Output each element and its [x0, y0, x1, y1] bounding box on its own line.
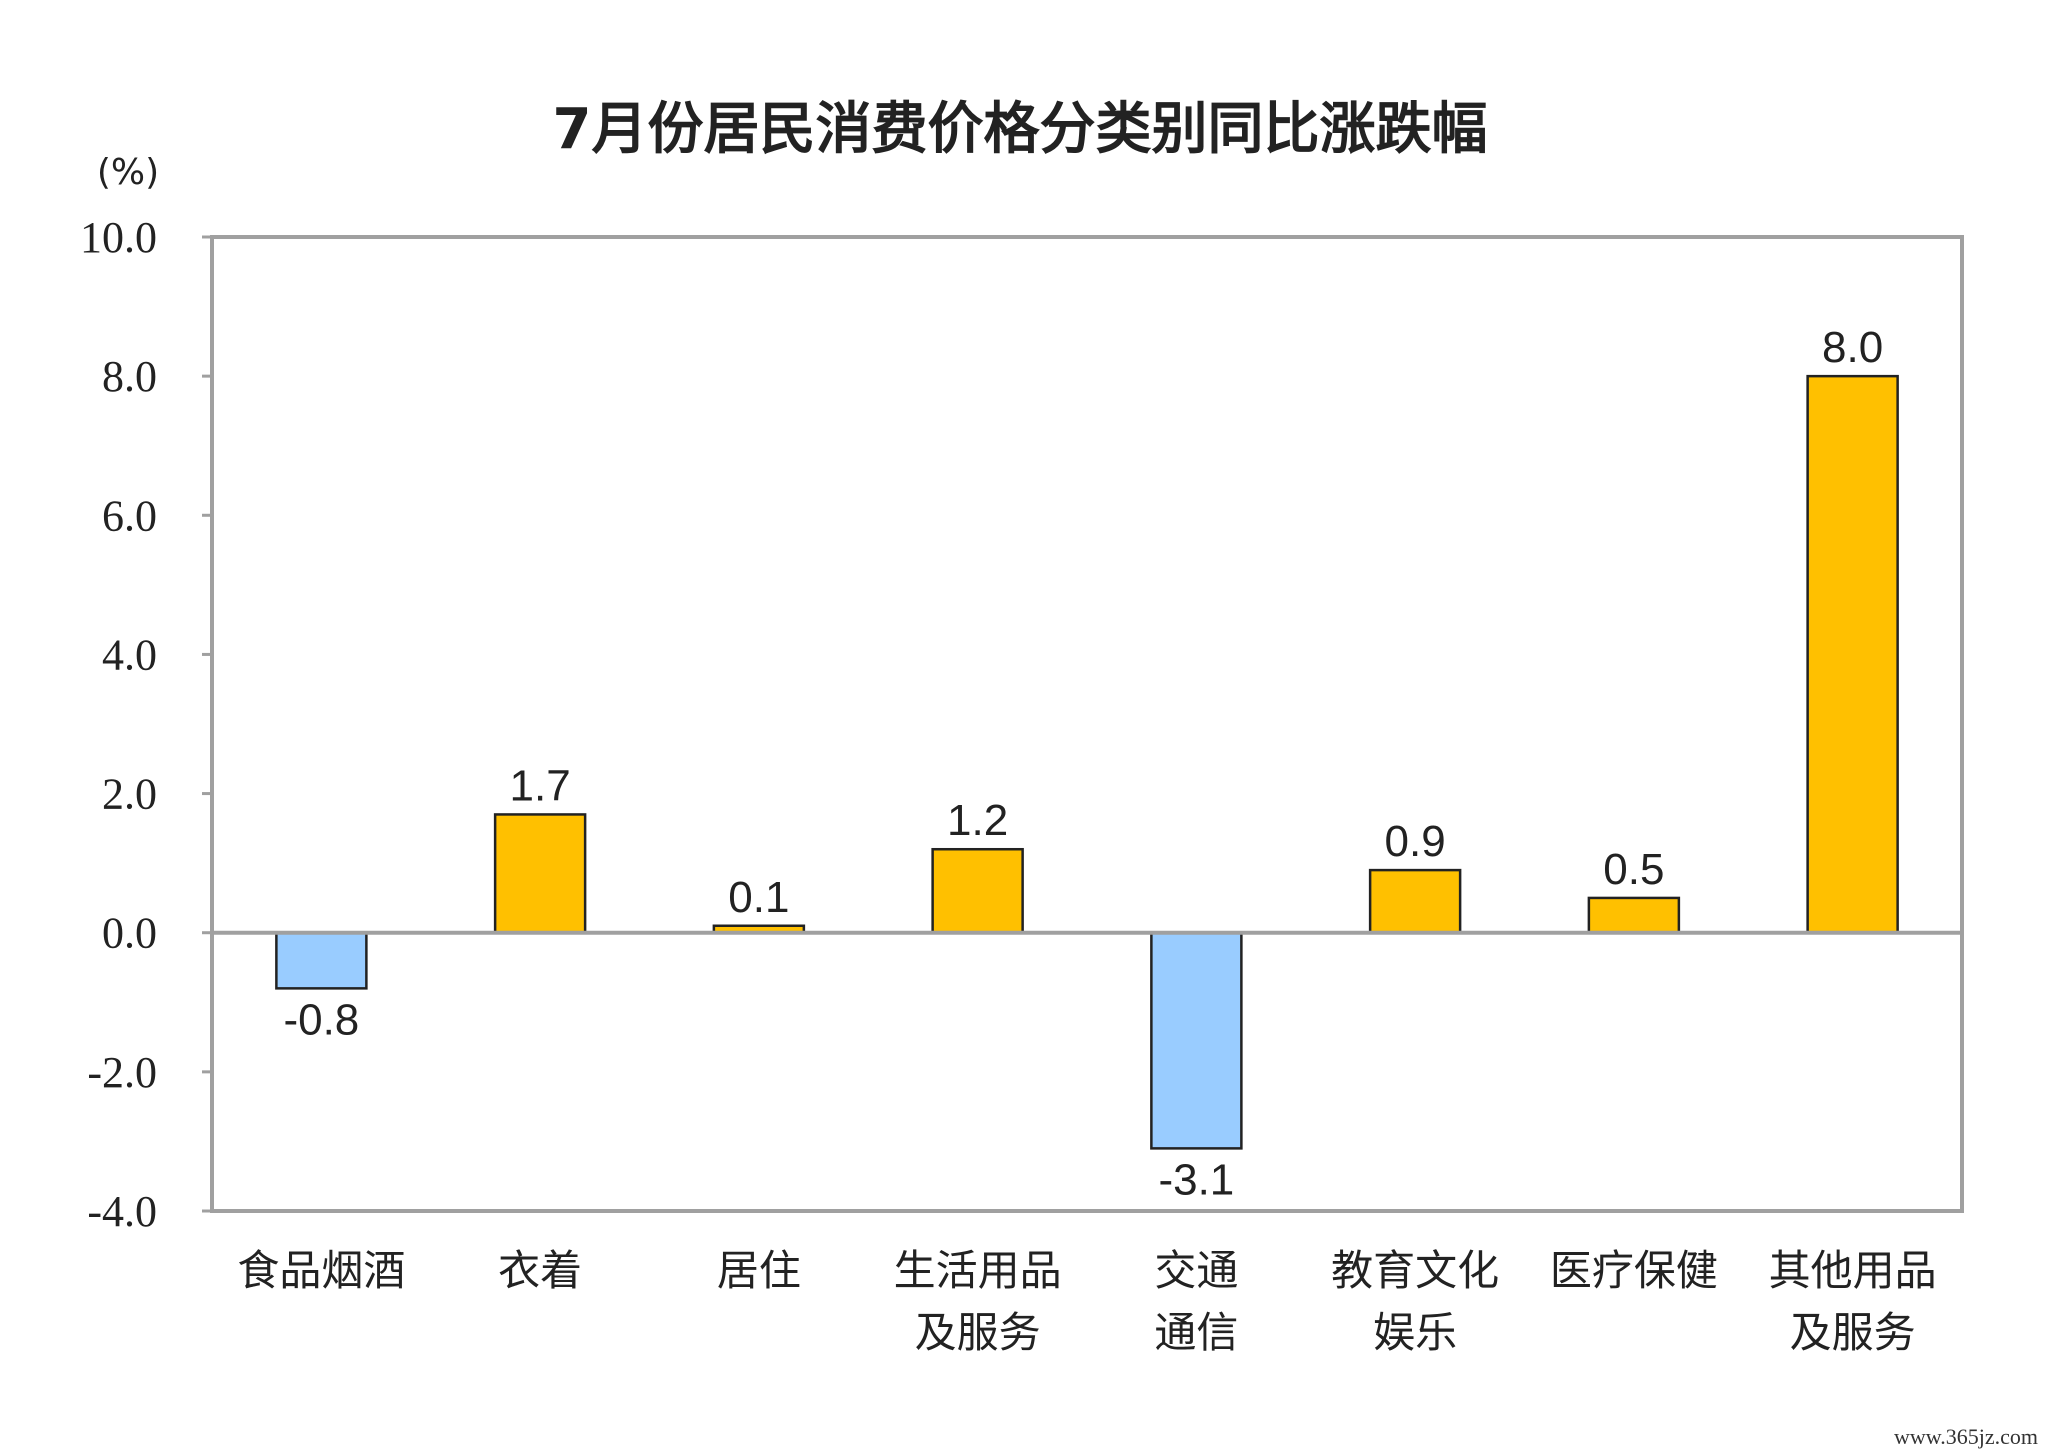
data-label: 0.1 — [728, 873, 789, 922]
category-label: 通信 — [1154, 1308, 1238, 1357]
data-label: 0.9 — [1385, 817, 1446, 866]
y-tick-label: 2.0 — [102, 770, 157, 819]
plot-frame — [210, 235, 1964, 1213]
data-label: -0.8 — [283, 995, 359, 1044]
data-label: -3.1 — [1158, 1155, 1234, 1204]
bars — [275, 374, 1899, 1150]
y-tick-label: -2.0 — [87, 1048, 157, 1097]
y-tick-label: 0.0 — [102, 909, 157, 958]
data-label: 0.5 — [1603, 845, 1664, 894]
category-label: 及服务 — [915, 1308, 1041, 1357]
data-label: 1.2 — [947, 796, 1008, 845]
bar — [1806, 374, 1899, 934]
value-labels: -0.8 1.7 0.1 1.2 -3.1 0.9 0.5 8.0 — [283, 323, 1883, 1204]
category-label: 医疗保健 — [1550, 1246, 1718, 1295]
bar — [931, 847, 1024, 934]
category-label: 衣着 — [498, 1246, 582, 1295]
watermark: www.365jz.com — [1894, 1424, 2038, 1449]
y-tick-label: -4.0 — [87, 1187, 157, 1236]
category-label: 及服务 — [1790, 1308, 1916, 1357]
category-label: 教育文化 — [1331, 1246, 1499, 1295]
bar — [275, 931, 368, 990]
bar — [1368, 868, 1462, 934]
y-axis-ticks: 10.0 8.0 6.0 4.0 2.0 0.0 -2.0 -4.0 — [80, 213, 212, 1236]
y-tick-label: 10.0 — [80, 213, 157, 262]
category-label: 娱乐 — [1373, 1308, 1457, 1357]
category-label: 食品烟酒 — [237, 1246, 405, 1295]
bar — [493, 813, 587, 934]
category-label: 生活用品 — [894, 1246, 1062, 1295]
y-axis-unit: (%) — [97, 152, 159, 193]
data-label: 1.7 — [510, 761, 571, 810]
category-label: 交通 — [1154, 1246, 1238, 1295]
category-label: 居住 — [717, 1246, 801, 1295]
y-tick-label: 6.0 — [102, 491, 157, 540]
chart-title: 7月份居民消费价格分类别同比涨跌幅 — [553, 97, 1488, 162]
bar — [1150, 931, 1243, 1150]
y-tick-label: 4.0 — [102, 630, 157, 679]
y-tick-label: 8.0 — [102, 352, 157, 401]
category-label: 其他用品 — [1769, 1246, 1937, 1295]
data-label: 8.0 — [1822, 323, 1883, 372]
bar — [1587, 896, 1681, 934]
